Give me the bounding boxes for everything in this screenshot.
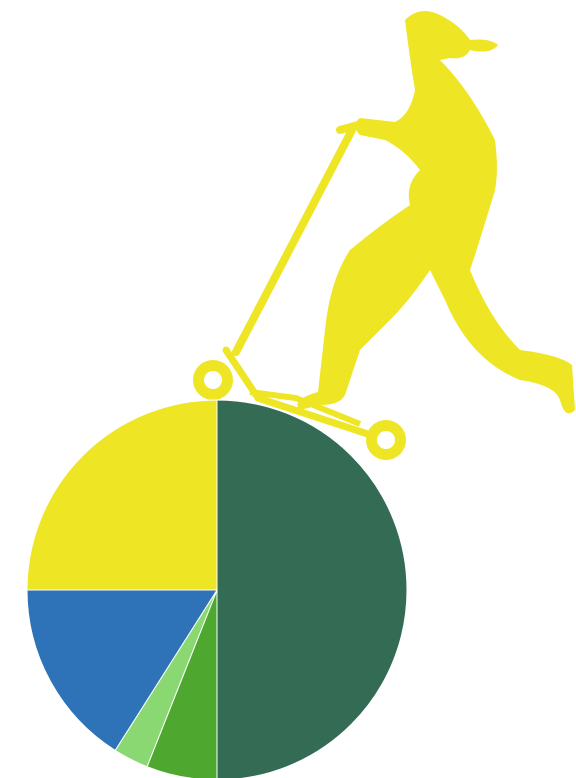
pie-slice xyxy=(216,399,408,778)
pie-slice xyxy=(26,399,218,591)
scooter-rider xyxy=(193,11,575,460)
pie xyxy=(26,399,408,778)
pie-slice xyxy=(26,589,218,752)
